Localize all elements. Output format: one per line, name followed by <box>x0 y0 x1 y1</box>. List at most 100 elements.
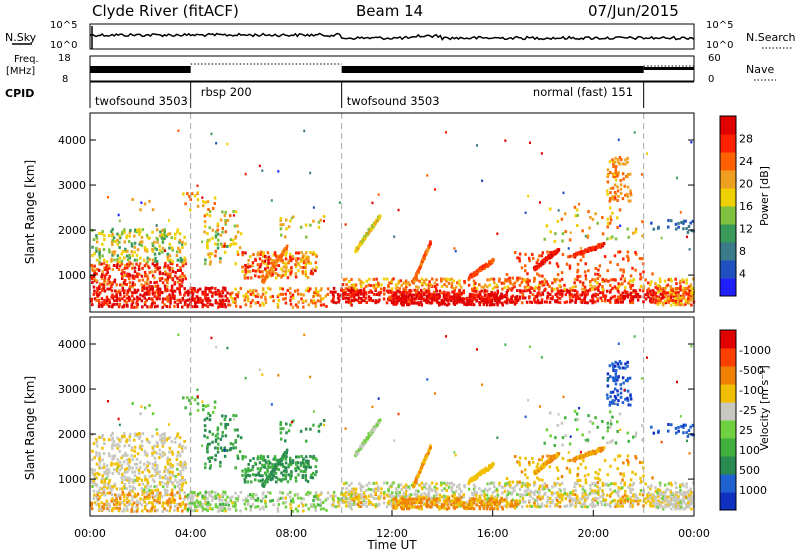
power-cell <box>234 287 237 291</box>
velocity-cell <box>127 499 131 503</box>
velocity-cell <box>601 481 605 485</box>
power-cell <box>284 235 287 239</box>
velocity-cell <box>92 489 96 493</box>
power-cell <box>647 287 651 291</box>
power-cell <box>180 274 184 278</box>
velocity-cell <box>658 481 662 485</box>
velocity-cell <box>597 492 600 496</box>
power-cell <box>233 297 237 301</box>
velocity-cell <box>146 482 149 486</box>
power-cell <box>670 279 673 283</box>
power-cell <box>419 264 423 268</box>
power-cell <box>143 300 147 304</box>
velocity-cell <box>622 499 625 503</box>
velocity-cell <box>130 448 134 452</box>
velocity-cell <box>596 491 599 495</box>
velocity-cell <box>596 503 600 507</box>
velocity-cell <box>264 473 268 477</box>
velocity-cell <box>279 463 283 467</box>
velocity-cell <box>205 416 209 420</box>
power-cell <box>273 251 277 255</box>
velocity-cell <box>563 491 567 495</box>
power-cell <box>234 210 238 214</box>
power-cell <box>593 278 597 282</box>
velocity-cell <box>181 476 184 480</box>
velocity-cell <box>128 457 131 461</box>
power-cell <box>536 301 539 305</box>
velocity-cell <box>390 483 393 487</box>
power-cell <box>135 305 139 309</box>
power-cell <box>369 289 372 293</box>
velocity-cell <box>644 501 648 505</box>
power-cell <box>496 289 500 293</box>
power-cell <box>472 283 476 287</box>
power-cell <box>568 238 572 242</box>
velocity-cell <box>156 499 159 503</box>
velocity-cell <box>571 499 575 503</box>
power-cell <box>533 268 537 272</box>
velocity-cell <box>350 497 353 501</box>
power-cell <box>399 293 403 297</box>
power-cell <box>169 261 172 265</box>
velocity-cell <box>345 481 348 485</box>
velocity-cell <box>309 475 313 479</box>
power-cell <box>554 299 557 303</box>
power-cell <box>155 260 159 264</box>
power-cell <box>256 263 260 267</box>
power-cell <box>614 298 617 302</box>
power-cell <box>196 198 200 202</box>
power-cell <box>502 281 506 285</box>
velocity-cell <box>171 495 174 499</box>
velocity-cell <box>629 503 632 507</box>
power-cell <box>271 294 274 298</box>
power-cell <box>344 223 347 226</box>
power-cell <box>266 265 269 269</box>
power-cell <box>236 224 239 228</box>
power-cell <box>122 280 126 284</box>
velocity-cell <box>422 501 425 505</box>
power-cell <box>181 298 184 302</box>
power-cell <box>459 285 463 289</box>
velocity-cell <box>201 496 205 500</box>
power-cell <box>601 215 604 219</box>
velocity-cell <box>244 474 247 478</box>
velocity-cell <box>244 507 248 511</box>
velocity-cell <box>472 483 476 487</box>
power-cell <box>176 287 179 291</box>
power-cell <box>601 291 605 295</box>
power-cell <box>150 297 154 301</box>
velocity-cell <box>179 504 182 508</box>
velocity-cell <box>103 482 106 486</box>
velocity-cell <box>98 491 101 495</box>
power-cell <box>139 293 142 297</box>
velocity-cell <box>395 499 399 503</box>
velocity-cell <box>558 500 562 504</box>
power-cell <box>251 290 255 294</box>
power-cell <box>629 285 632 289</box>
velocity-cell <box>258 469 262 473</box>
power-cell <box>626 185 630 189</box>
power-cell <box>111 227 114 231</box>
power-cell <box>495 293 499 297</box>
velocity-cell <box>575 494 579 498</box>
power-cell <box>428 301 432 305</box>
power-cell <box>153 263 157 267</box>
power-cell <box>354 287 358 291</box>
velocity-cell <box>516 482 520 486</box>
power-cell <box>659 299 662 303</box>
power-cell <box>249 276 253 280</box>
power-cell <box>510 288 513 292</box>
velocity-cell <box>388 499 391 503</box>
velocity-cell <box>107 452 111 456</box>
power-cell <box>370 290 374 294</box>
velocity-cell <box>110 489 113 493</box>
power-cell <box>272 299 275 303</box>
power-cell <box>425 297 429 301</box>
power-cell <box>214 299 218 303</box>
power-cell <box>302 261 306 265</box>
power-cell <box>534 285 537 289</box>
power-cell <box>264 295 267 299</box>
velocity-cell <box>362 491 366 495</box>
power-cell <box>649 283 652 287</box>
velocity-cell <box>419 504 423 508</box>
